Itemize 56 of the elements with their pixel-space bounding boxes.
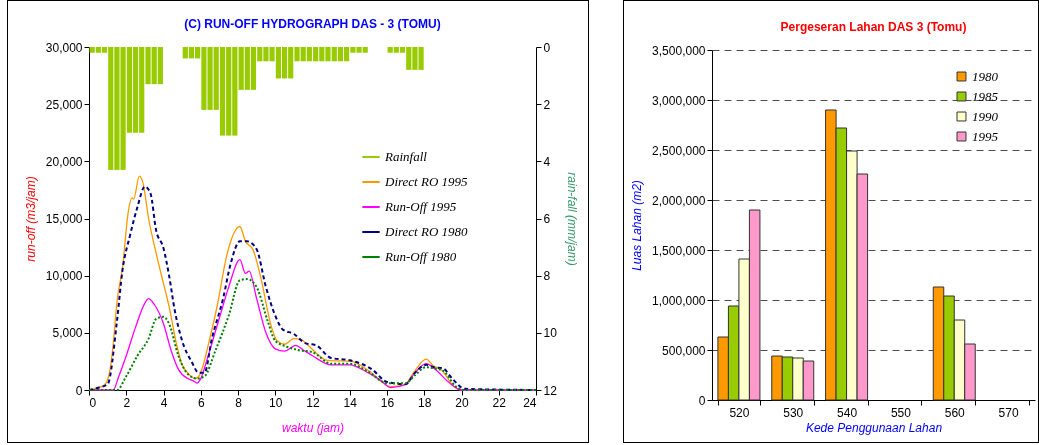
legend-label: Direct RO 1995 xyxy=(384,174,469,189)
x-tick-label: 550 xyxy=(890,405,912,420)
y-tick-label: 2,000,000 xyxy=(652,193,706,208)
legend-label: 1990 xyxy=(972,108,999,124)
y-tick-label: 25,000 xyxy=(45,97,83,112)
x-tick-label: 520 xyxy=(729,405,750,420)
chart-title: Pergeseran Lahan DAS 3 (Tomu) xyxy=(780,20,967,34)
y2-tick-label: 6 xyxy=(543,212,551,226)
x-tick-label: 12 xyxy=(306,395,320,410)
x-axis-title: waktu (jam) xyxy=(281,420,345,435)
y-tick-label: 1,500,000 xyxy=(652,243,706,258)
legend-label: Run-Off 1995 xyxy=(384,199,457,214)
legend-label: Direct RO 1980 xyxy=(384,224,469,239)
x-tick-label: 22 xyxy=(492,395,507,410)
x-tick-label: 20 xyxy=(455,395,469,410)
x-tick-label: 10 xyxy=(269,395,283,410)
x-tick-label: 24 xyxy=(523,395,537,410)
y-tick-label: 2,500,000 xyxy=(652,143,706,158)
y-tick-label: 20,000 xyxy=(45,154,83,169)
y-tick-label: 0 xyxy=(75,383,83,398)
y-tick-label: 15,000 xyxy=(45,212,83,226)
y-tick-label: 3,500,000 xyxy=(652,43,706,58)
y-tick-label: 5,000 xyxy=(52,326,83,341)
x-tick-label: 8 xyxy=(235,395,243,410)
chart-title: (C) RUN-OFF HYDROGRAPH DAS - 3 (TOMU) xyxy=(184,17,441,31)
x-tick-label: 16 xyxy=(380,395,395,410)
y-tick-label: 1,000,000 xyxy=(652,293,706,308)
y2-tick-label: 12 xyxy=(543,383,558,398)
x-tick-label: 530 xyxy=(783,405,804,420)
legend-label: 1980 xyxy=(972,68,999,84)
x-axis-title: Kede Penggunaan Lahan xyxy=(805,420,943,435)
x-tick-label: 560 xyxy=(944,405,966,420)
x-tick-label: 0 xyxy=(89,395,97,410)
y-tick-label: 3,000,000 xyxy=(652,93,706,108)
y-tick-label: 30,000 xyxy=(45,40,83,55)
legend-label: Run-Off 1980 xyxy=(384,249,457,264)
x-tick-label: 18 xyxy=(418,395,432,410)
x-tick-label: 2 xyxy=(123,395,131,410)
legend-label: 1995 xyxy=(972,128,999,144)
y2-tick-label: 0 xyxy=(543,40,551,55)
y-axis-title: Luas Lahan (m2) xyxy=(630,180,645,271)
y-axis-title: run-off (m3/jam) xyxy=(23,176,38,262)
y2-tick-label: 8 xyxy=(543,269,551,284)
y2-tick-label: 10 xyxy=(543,326,558,341)
y2-tick-label: 4 xyxy=(543,154,551,169)
x-tick-label: 6 xyxy=(197,395,205,410)
y-tick-label: 10,000 xyxy=(45,269,83,284)
x-tick-label: 540 xyxy=(837,405,858,420)
x-tick-label: 570 xyxy=(998,405,1019,420)
legend-label: 1985 xyxy=(972,88,999,104)
y2-tick-label: 2 xyxy=(543,97,551,112)
y-tick-label: 500,000 xyxy=(662,343,706,358)
x-tick-label: 4 xyxy=(160,395,168,410)
x-tick-label: 14 xyxy=(343,395,358,410)
legend-label: Rainfall xyxy=(384,149,428,164)
y2-axis-title: rain-fall (mm/jam) xyxy=(564,172,579,266)
